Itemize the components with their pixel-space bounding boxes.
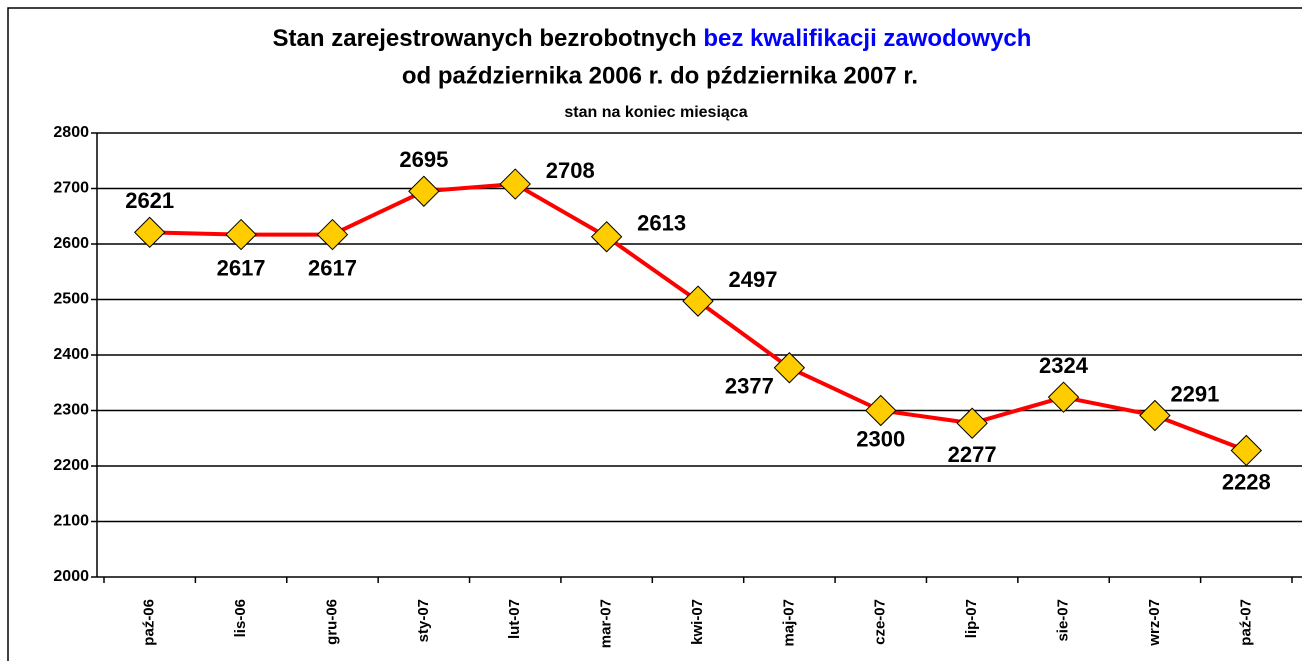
marker [408, 175, 440, 207]
x-tick-label: cze-07 [872, 599, 889, 645]
y-tick-label: 2000 [53, 568, 89, 585]
x-tick-label: lut-07 [506, 599, 523, 639]
title-highlight: bez kwalifikacji zawodowych [703, 25, 1031, 52]
data-label: 2708 [546, 158, 595, 183]
x-tick-label: paź-07 [1237, 599, 1254, 646]
data-label: 2621 [125, 188, 174, 213]
x-tick-label: wrz-07 [1146, 599, 1163, 647]
marker [590, 221, 623, 253]
y-tick-label: 2300 [53, 402, 89, 419]
data-label: 2300 [856, 426, 905, 451]
x-tick-label: sty-07 [415, 599, 432, 642]
data-label: 2324 [1039, 353, 1089, 378]
y-tick-label: 2500 [53, 291, 89, 308]
x-tick-label: paź-06 [141, 599, 158, 646]
data-label: 2228 [1222, 469, 1271, 494]
data-label: 2497 [729, 267, 778, 292]
y-tick-label: 2200 [53, 457, 89, 474]
x-tick-label: gru-06 [323, 599, 340, 645]
marker [773, 352, 806, 384]
data-label: 2377 [725, 374, 774, 399]
y-tick-label: 2600 [53, 235, 89, 252]
marker [225, 218, 257, 251]
marker [1230, 434, 1263, 467]
marker [316, 218, 349, 251]
data-label: 2291 [1170, 381, 1219, 406]
chart-subtitle: stan na koniec miesiąca [564, 104, 747, 121]
marker [1139, 399, 1171, 432]
chart-title: Stan zarejestrowanych bezrobotnych bez k… [273, 25, 1032, 52]
x-tick-label: kwi-07 [689, 599, 706, 645]
marker [865, 394, 897, 427]
x-tick-label: sie-07 [1055, 599, 1072, 642]
data-label: 2613 [637, 211, 686, 236]
x-tick-label: maj-07 [780, 599, 797, 647]
marker [956, 407, 988, 439]
y-tick-label: 2100 [53, 513, 89, 530]
data-label: 2617 [308, 255, 357, 280]
marker [1047, 381, 1080, 413]
title-part: Stan zarejestrowanych bezrobotnych [273, 25, 697, 52]
x-tick-label: lis-06 [232, 599, 249, 637]
y-tick-label: 2800 [53, 124, 89, 141]
y-tick-label: 2700 [53, 180, 89, 197]
marker [682, 285, 714, 317]
data-label: 2695 [399, 147, 448, 172]
chart-frame [7, 7, 1302, 661]
x-tick-label: lip-07 [963, 599, 980, 638]
x-tick-label: mar-07 [598, 599, 615, 648]
data-label: 2277 [948, 442, 997, 467]
y-tick-label: 2400 [53, 346, 89, 363]
marker [499, 168, 531, 200]
chart-title-line2: od października 2006 r. do pździernika 2… [402, 62, 918, 89]
data-label: 2617 [217, 255, 266, 280]
marker [133, 216, 166, 249]
